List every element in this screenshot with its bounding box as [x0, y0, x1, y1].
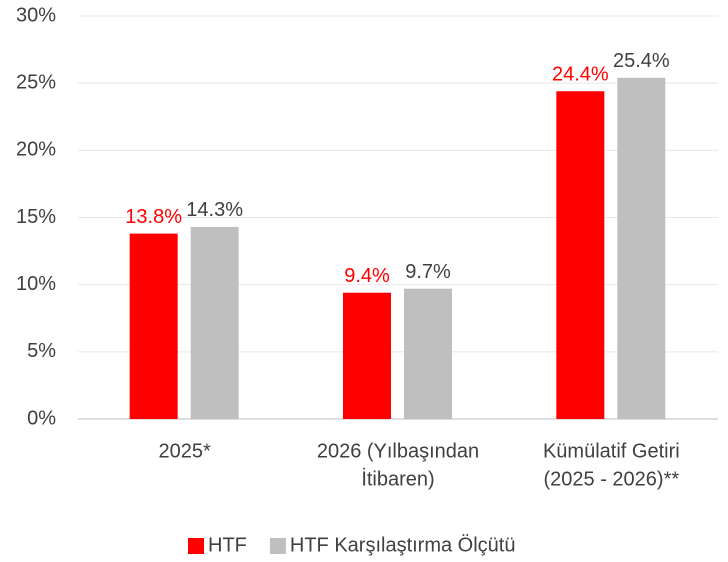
- x-tick-label: İtibaren): [361, 467, 434, 490]
- y-tick-label: 20%: [16, 139, 56, 161]
- data-label: 9.4%: [344, 265, 390, 287]
- legend-swatch: [188, 538, 204, 554]
- bar: [556, 91, 605, 419]
- y-tick-label: 15%: [16, 206, 56, 228]
- x-tick-label: 2026 (Yılbaşından: [317, 440, 479, 462]
- bar: [404, 288, 452, 419]
- x-tick-label: 2025*: [159, 440, 211, 462]
- data-label: 14.3%: [186, 199, 243, 221]
- bar: [129, 233, 178, 419]
- y-tick-label: 25%: [16, 71, 56, 93]
- legend-label: HTF Karşılaştırma Ölçütü: [290, 534, 516, 556]
- x-tick-label: (2025 - 2026)**: [544, 468, 680, 490]
- data-label: 13.8%: [125, 206, 182, 228]
- y-tick-label: 0%: [27, 407, 56, 429]
- data-label: 9.7%: [405, 261, 451, 283]
- data-label: 25.4%: [613, 50, 670, 72]
- bar: [343, 292, 391, 419]
- y-tick-label: 10%: [16, 273, 56, 295]
- legend: HTF HTF Karşılaştırma Ölçütü: [188, 534, 516, 556]
- y-tick-label: 30%: [16, 4, 56, 26]
- x-tick-label: Kümülatif Getiri: [543, 440, 680, 462]
- bar: [617, 77, 666, 419]
- bar: [190, 226, 239, 419]
- legend-label: HTF: [208, 534, 247, 556]
- y-tick-label: 5%: [27, 340, 56, 362]
- legend-swatch: [269, 538, 286, 554]
- data-label: 24.4%: [552, 64, 609, 86]
